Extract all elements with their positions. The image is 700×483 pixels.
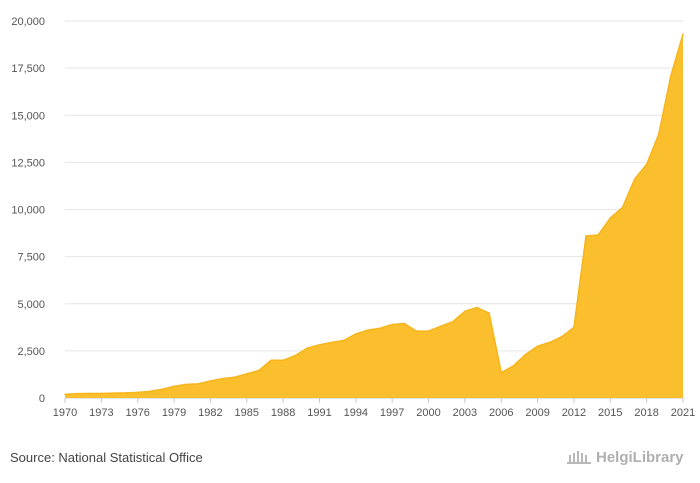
data-point [221,377,224,380]
x-tick-label: 1982 [198,407,222,419]
x-tick-label: 1985 [235,407,259,419]
data-point [342,339,345,342]
x-tick-label: 1991 [307,407,331,419]
y-tick-label: 15,000 [11,110,45,122]
x-tick-label: 1973 [89,407,113,419]
data-point [330,341,333,344]
data-point [415,330,418,332]
data-point [197,383,200,385]
y-axis: 0 2,500 5,000 7,500 10,000 12,500 15,000 17,500… [11,16,45,405]
data-point [403,322,406,325]
area-series [64,33,684,398]
data-point [245,373,248,375]
data-point [682,33,684,35]
data-point [609,217,612,219]
data-point [112,392,115,394]
x-tick-label: 2009 [525,407,549,419]
data-point [573,326,575,329]
grid-lines [65,20,683,399]
data-point [318,344,321,346]
building-logo-icon [567,451,591,464]
x-tick-label: 1988 [271,407,295,419]
x-tick-label: 2000 [416,407,440,419]
area-fill [65,34,683,398]
data-point [488,312,490,314]
y-tick-label: 10,000 [11,205,45,217]
data-point [136,391,139,394]
data-point [64,393,66,396]
data-point [451,320,454,323]
x-tick-label: 1997 [380,407,404,419]
data-point [379,327,381,330]
data-point [258,369,260,372]
data-point [585,235,587,237]
data-point [500,371,503,374]
data-point [76,392,78,395]
data-point [149,390,151,393]
area-line [64,33,684,396]
data-point [464,310,466,313]
y-tick-label: 5,000 [17,299,45,311]
data-point [294,354,297,357]
x-tick-label: 2018 [634,407,658,419]
x-tick-label: 2021 [671,407,695,419]
data-point [124,392,127,394]
data-point [536,345,539,347]
y-tick-label: 20,000 [11,16,45,28]
data-point [561,335,563,338]
source-note: Source: National Statistical Office [10,450,203,465]
data-point [439,325,442,328]
y-tick-label: 7,500 [17,252,45,264]
data-point [645,163,648,166]
data-point [270,359,272,362]
data-point [524,353,527,356]
x-tick-label: 2006 [489,407,513,419]
data-point [367,329,369,331]
data-point [670,74,672,77]
y-tick-label: 0 [39,393,45,405]
y-tick-label: 17,500 [11,63,45,75]
data-point [233,376,236,379]
data-point [88,392,91,395]
data-point [355,333,357,335]
x-axis: 1970 1973 1976 1979 1982 1985 1988 1991 1994 1997… [53,398,695,419]
data-point [657,133,660,135]
data-point [427,330,430,332]
x-tick-label: 2015 [598,407,622,419]
x-tick-label: 1994 [344,407,368,419]
data-point [100,392,103,395]
data-point [597,234,599,236]
data-point [476,306,478,309]
x-tick-label: 1970 [53,407,77,419]
y-tick-label: 12,500 [11,157,45,169]
y-tick-label: 2,500 [17,346,45,358]
data-point [173,385,175,388]
data-point [548,341,551,344]
data-point [282,359,284,362]
data-point [161,388,163,391]
x-tick-label: 2003 [453,407,477,419]
x-tick-label: 1979 [162,407,186,419]
area-chart: 0 2,500 5,000 7,500 10,000 12,500 15,000 17,500… [11,16,695,419]
data-point [391,323,393,326]
data-point [633,178,636,181]
data-point [512,365,515,367]
data-point [185,383,187,386]
data-point [306,347,309,349]
data-point [621,206,624,209]
helgilibrary-logo: HelgiLibrary [566,448,684,466]
data-point [209,380,212,382]
logo-text: HelgiLibrary [596,448,684,466]
x-tick-label: 1976 [125,407,149,419]
x-tick-label: 2012 [562,407,586,419]
